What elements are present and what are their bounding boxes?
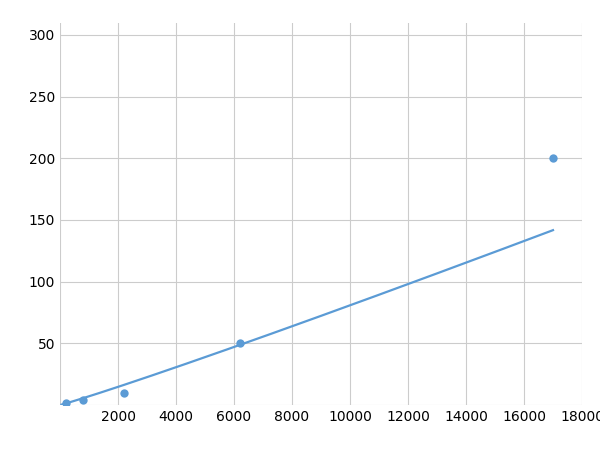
Point (79, 396, 88, 404)
Point (235, 340, 245, 347)
Point (548, 155, 558, 162)
Point (119, 389, 128, 396)
Point (61, 399, 71, 406)
